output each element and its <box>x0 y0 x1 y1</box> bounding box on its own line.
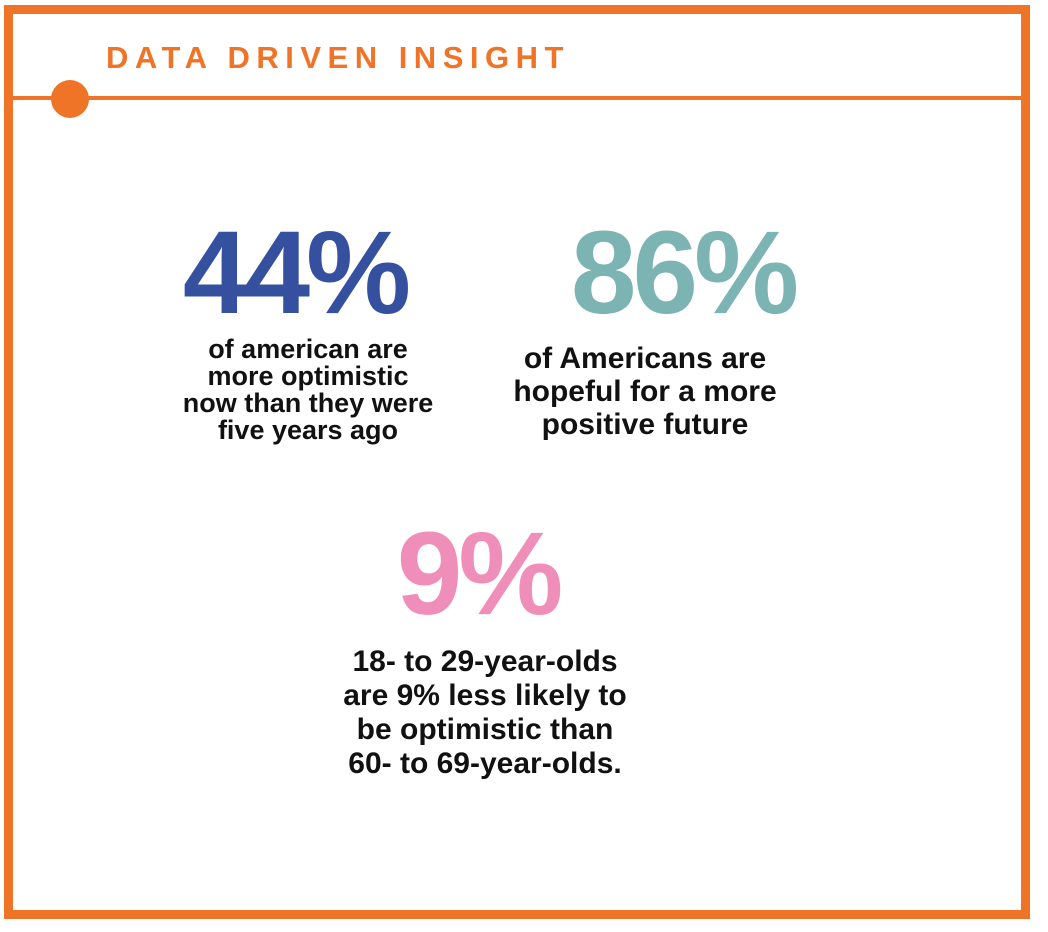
header-title: DATA DRIVEN INSIGHT <box>106 40 570 75</box>
caption-line: hopeful for a more <box>513 375 777 408</box>
stat-9-percent: 9% <box>396 508 564 640</box>
stat-44-percent: 44% <box>182 207 411 339</box>
caption-line: 18- to 29-year-olds <box>352 645 618 678</box>
caption-line: of Americans are <box>523 342 767 375</box>
infographic-frame <box>4 5 1030 919</box>
caption-line: be optimistic than <box>356 713 614 746</box>
caption-line: are 9% less likely to <box>343 679 627 712</box>
stat-86-caption: of Americans are hopeful for a more posi… <box>490 342 800 441</box>
stat-44-caption: of american are more optimistic now than… <box>160 336 456 444</box>
header-divider <box>13 96 1030 100</box>
stat-9-caption: 18- to 29-year-olds are 9% less likely t… <box>322 645 648 781</box>
header-dot-marker <box>51 80 89 118</box>
caption-line: five years ago <box>217 415 399 445</box>
caption-line: 60- to 69-year-olds. <box>348 747 622 780</box>
caption-line: of american are <box>208 334 408 364</box>
caption-line: more optimistic <box>207 361 409 391</box>
caption-line: now than they were <box>182 388 434 418</box>
stat-86-percent: 86% <box>570 207 799 339</box>
caption-line: positive future <box>541 408 749 441</box>
